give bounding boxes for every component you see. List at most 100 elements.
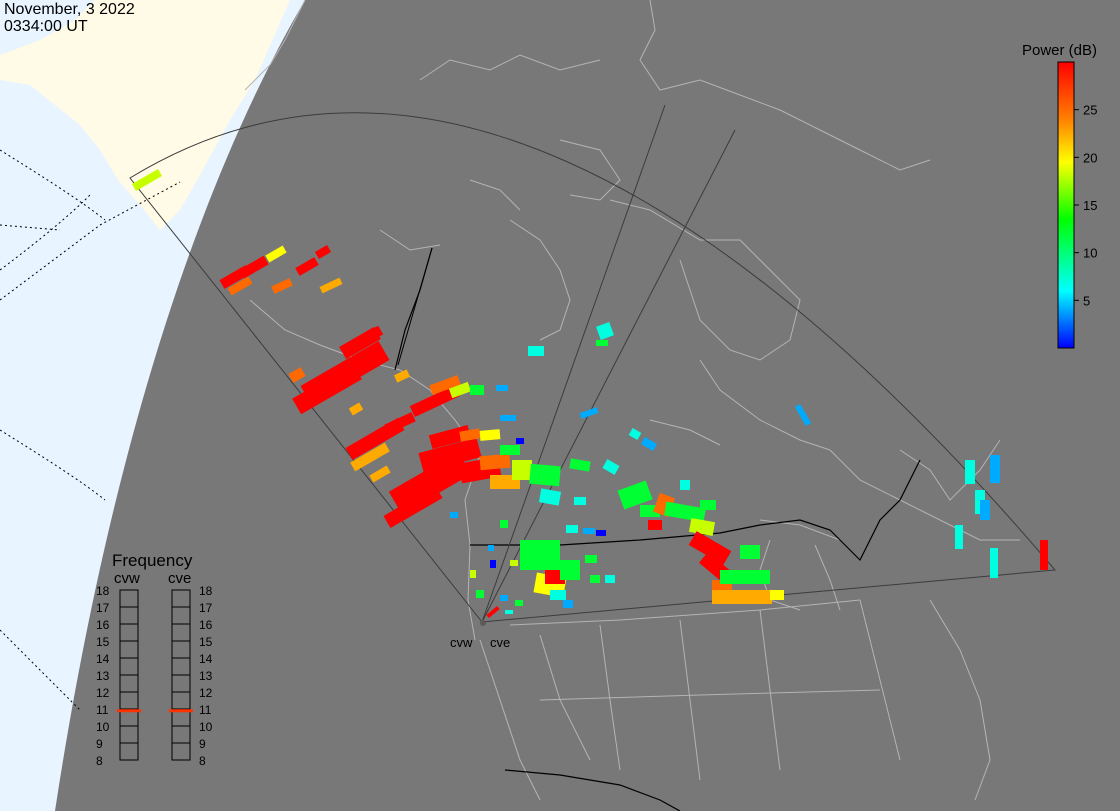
coastlines <box>244 0 1020 801</box>
echo-cell <box>529 463 561 487</box>
echo-cell <box>680 480 690 490</box>
echo-cell <box>418 437 482 473</box>
echo-cell <box>602 459 620 475</box>
echo-cell <box>486 605 500 619</box>
frequency-scale-label: 9 <box>96 737 103 751</box>
colorbar-tick-label: 5 <box>1083 293 1090 308</box>
echo-cell <box>579 407 599 419</box>
echo-cell <box>990 548 998 578</box>
echo-cell <box>459 428 481 442</box>
echo-cell <box>350 442 390 472</box>
frequency-scale-label: 15 <box>199 635 213 649</box>
echo-cell <box>476 590 484 598</box>
colorbar-ticks: 5 10 15 20 25 <box>1074 103 1097 308</box>
echo-cell <box>500 415 516 421</box>
frequency-scale-label: 18 <box>96 584 110 598</box>
echo-cell <box>583 528 595 534</box>
frequency-scale-label: 16 <box>96 618 110 632</box>
radar-site-marker <box>480 620 486 626</box>
frequency-scale-label: 12 <box>96 686 110 700</box>
echo-cell <box>490 560 496 568</box>
echo-cell <box>448 381 472 399</box>
echo-cell <box>288 367 306 383</box>
echo-cell <box>770 590 784 600</box>
frequency-scale-label: 13 <box>199 669 213 683</box>
echo-cell <box>712 590 772 604</box>
echo-cell <box>470 570 476 578</box>
echo-cell <box>295 257 319 276</box>
colorbar-title: Power (dB) <box>1022 42 1097 59</box>
frequency-scales: 18 17 16 15 14 13 12 11 10 9 8 18 17 16 15 14 13 12 11 10 9 8 <box>96 584 213 768</box>
freq-radar-label-cvw: cvw <box>114 570 140 587</box>
echo-cell <box>528 346 544 356</box>
echo-cell <box>314 245 332 259</box>
echo-cell <box>369 465 391 483</box>
echo-cell <box>538 488 562 506</box>
frequency-scale-label: 18 <box>199 584 213 598</box>
echo-cell <box>319 277 343 294</box>
echo-cell <box>520 540 560 570</box>
echo-cell <box>550 590 566 600</box>
frequency-scale-label: 13 <box>96 669 110 683</box>
echo-cell <box>617 480 653 510</box>
meridian-line <box>397 247 433 366</box>
observation-time: 0334:00 UT <box>4 18 88 35</box>
echo-cell <box>596 530 606 536</box>
echo-cell <box>132 169 162 191</box>
echo-cell <box>596 340 608 346</box>
frequency-scale-label: 8 <box>199 754 206 768</box>
echo-cell <box>227 276 253 296</box>
echo-cell <box>348 402 364 416</box>
daylit-land <box>0 0 290 230</box>
frequency-scale-label: 15 <box>96 635 110 649</box>
echo-cell <box>383 485 443 529</box>
frequency-panel: Frequency cvw cve 1817161514131211109818… <box>96 551 213 768</box>
colorbar-tick-label: 10 <box>1083 246 1097 261</box>
graticule <box>0 149 181 711</box>
echo-cell <box>428 425 472 449</box>
echo-cell <box>393 369 411 383</box>
echo-cell <box>590 575 600 583</box>
freq-radar-label-cve: cve <box>168 570 191 587</box>
echo-cell <box>479 453 511 471</box>
echo-cell <box>585 555 597 563</box>
echo-cell <box>515 600 523 606</box>
echo-cell <box>640 437 658 451</box>
echo-cell <box>512 460 532 480</box>
echo-cell <box>560 560 580 580</box>
echo-cell <box>429 375 461 395</box>
echo-cell <box>648 520 662 530</box>
frequency-scale-label: 16 <box>199 618 213 632</box>
radar-label-cve: cve <box>490 635 510 650</box>
echo-cell <box>500 445 520 455</box>
frequency-scale-label: 17 <box>199 601 213 615</box>
echo-cell <box>955 525 963 549</box>
echo-cell <box>628 428 642 440</box>
radar-label-cvw: cvw <box>450 635 473 650</box>
night-shade <box>55 0 1120 811</box>
frequency-scale-label: 11 <box>96 703 109 717</box>
frequency-scale-label: 14 <box>96 652 110 666</box>
echo-cell <box>360 325 384 345</box>
echo-cell <box>265 245 287 263</box>
colorbar: Power (dB) 5 10 15 20 25 <box>1022 42 1097 349</box>
echo-cell <box>664 501 706 523</box>
echo-cell <box>794 403 812 427</box>
echo-cell <box>500 520 508 528</box>
echo-cell <box>384 412 416 434</box>
echo-cell <box>1040 540 1048 570</box>
echo-cell <box>720 570 770 584</box>
echo-cell <box>980 500 990 520</box>
echo-cell <box>740 545 760 559</box>
echo-cell <box>700 500 716 510</box>
echo-cell <box>990 455 1000 483</box>
frequency-scale-label: 10 <box>96 720 110 734</box>
frequency-scale-label: 10 <box>199 720 213 734</box>
echo-cell <box>409 384 461 418</box>
echo-cell <box>574 497 586 505</box>
frequency-scale-label: 11 <box>199 703 212 717</box>
echo-cell <box>505 610 513 614</box>
echo-cell <box>500 595 508 601</box>
echo-cell <box>563 600 573 608</box>
